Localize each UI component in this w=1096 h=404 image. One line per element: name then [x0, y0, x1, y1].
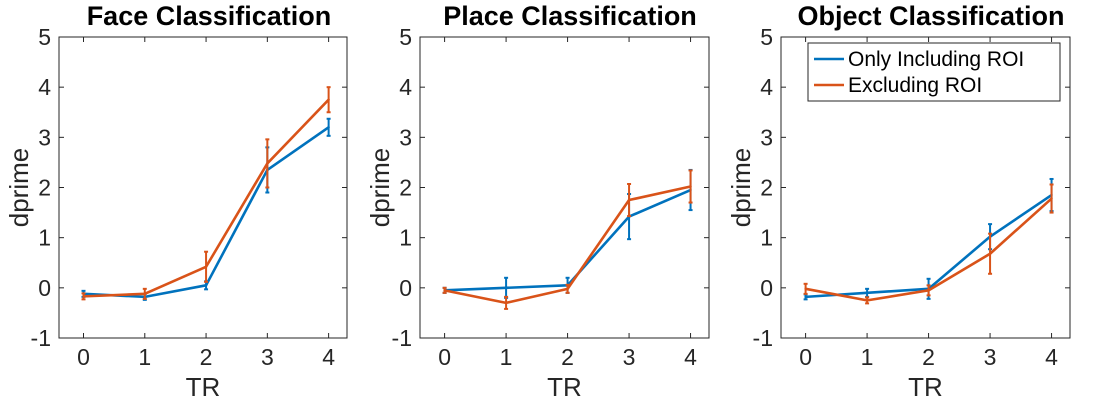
y-tick-label: 1 [38, 225, 51, 251]
data-point [204, 284, 208, 287]
y-tick-label: 5 [38, 24, 51, 50]
x-tick-label: 2 [561, 344, 574, 370]
data-point [627, 198, 631, 202]
data-point [327, 126, 330, 129]
error-bar [142, 287, 147, 300]
data-point [443, 289, 446, 292]
error-bar [204, 250, 209, 283]
data-point [504, 286, 508, 290]
y-tick-label: 1 [399, 225, 412, 251]
x-axis-label: TR [908, 372, 943, 402]
x-tick-label: 4 [684, 344, 697, 370]
y-tick-label: -1 [392, 325, 412, 351]
x-tick-label: 1 [500, 344, 513, 370]
x-tick-label: 3 [623, 344, 636, 370]
legend-box [807, 42, 1061, 102]
chart-title: Place Classification [443, 1, 697, 31]
error-bar [926, 284, 931, 297]
data-point [865, 291, 869, 295]
y-tick-label: 5 [760, 24, 773, 50]
error-bar [326, 117, 331, 137]
y-tick-label: 1 [760, 225, 773, 251]
series-line [444, 188, 692, 292]
y-tick-label: 4 [399, 74, 412, 100]
y-axis-label: dprime [365, 148, 395, 227]
series-2 [81, 86, 331, 301]
y-tick-label: -1 [31, 325, 51, 351]
x-tick-label: 4 [1045, 344, 1058, 370]
y-tick-label: 0 [760, 275, 773, 301]
series-1 [803, 177, 1054, 301]
data-point [804, 295, 807, 299]
y-tick-label: 3 [399, 124, 412, 150]
data-point [927, 289, 930, 292]
error-bar [265, 138, 270, 189]
legend: Only Including ROI Excluding ROI [807, 42, 1061, 102]
data-point [204, 265, 208, 268]
data-point [327, 98, 330, 101]
y-tick-label: -1 [753, 325, 773, 351]
y-axis-label: dprime [726, 148, 756, 227]
data-point [143, 292, 146, 296]
y-tick-label: 2 [38, 175, 51, 201]
series-1 [442, 168, 693, 299]
chart-title: Object Classification [797, 1, 1064, 31]
y-tick-label: 3 [38, 124, 51, 150]
legend-label: Only Including ROI [848, 48, 1024, 71]
error-bar [865, 296, 870, 305]
error-bar [565, 283, 570, 294]
x-tick-label: 0 [77, 344, 90, 370]
y-tick-label: 2 [760, 175, 773, 201]
data-point [804, 287, 807, 291]
x-tick-label: 0 [799, 344, 812, 370]
y-tick-label: 0 [38, 275, 51, 301]
error-bar [988, 232, 993, 275]
data-point [566, 287, 569, 291]
x-axis-label: TR [547, 372, 582, 402]
x-tick-label: 4 [322, 344, 335, 370]
error-bar [1049, 183, 1054, 214]
data-point [266, 162, 269, 165]
series-2 [803, 183, 1054, 305]
x-axis-label: TR [186, 372, 221, 402]
x-tick-label: 1 [861, 344, 874, 370]
chart-panel-3: -1 0 1 2 3 4 5 0 1 2 3 4 Object Classification TR dpri… [726, 1, 1071, 402]
error-bar [81, 292, 86, 301]
legend-label: Excluding ROI [848, 74, 982, 97]
axes-box [58, 36, 348, 339]
data-point [82, 295, 85, 298]
chart-panel-2: -1 0 1 2 3 4 5 0 1 2 3 4 Place Classification TR dprim… [365, 1, 710, 402]
x-tick-label: 3 [984, 344, 997, 370]
y-tick-label: 4 [38, 74, 51, 100]
error-bar [504, 276, 509, 299]
x-tick-label: 1 [138, 344, 151, 370]
error-bar [326, 86, 331, 114]
series-2 [442, 169, 693, 310]
y-tick-label: 2 [399, 175, 412, 201]
data-point [504, 301, 508, 305]
x-tick-label: 2 [200, 344, 213, 370]
data-point [689, 185, 692, 188]
y-axis-label: dprime [4, 148, 34, 227]
data-point [1050, 197, 1053, 200]
error-bar [442, 286, 447, 294]
y-tick-label: 4 [760, 74, 773, 100]
chart-panel-1: -1 0 1 2 3 4 5 0 1 2 3 4 Face Classification TR dprime [4, 1, 348, 402]
error-bar [688, 169, 693, 204]
x-tick-label: 2 [922, 344, 935, 370]
chart-title: Face Classification [87, 1, 332, 31]
x-tick-label: 0 [438, 344, 451, 370]
y-tick-label: 5 [399, 24, 412, 50]
y-tick-label: 0 [399, 275, 412, 301]
y-tick-label: 3 [760, 124, 773, 150]
data-point [988, 252, 992, 255]
data-point [865, 299, 869, 302]
error-bar [627, 182, 632, 218]
x-tick-label: 3 [261, 344, 274, 370]
error-bar [803, 282, 808, 295]
error-bar [504, 295, 509, 310]
